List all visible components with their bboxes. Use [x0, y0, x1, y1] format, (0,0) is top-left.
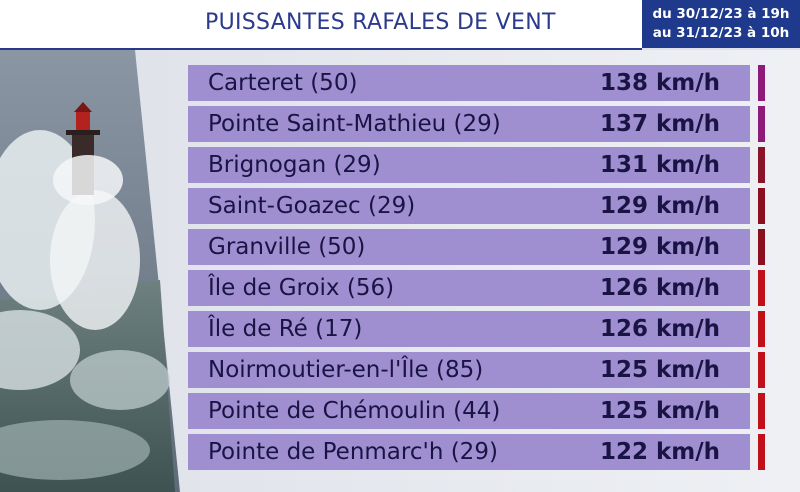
station-name: Carteret (50) — [208, 70, 358, 96]
station-name: Pointe de Chémoulin (44) — [208, 398, 501, 424]
row-background: Île de Ré (17) 126 km/h — [188, 311, 750, 347]
gust-value: 126 km/h — [599, 316, 720, 342]
list-item: Île de Ré (17) 126 km/h — [188, 311, 768, 347]
list-item: Pointe de Chémoulin (44) 125 km/h — [188, 393, 768, 429]
list-item: Pointe Saint-Mathieu (29) 137 km/h — [188, 106, 768, 142]
row-background: Pointe de Chémoulin (44) 125 km/h — [188, 393, 750, 429]
gust-value: 125 km/h — [599, 357, 720, 383]
row-background: Brignogan (29) 131 km/h — [188, 147, 750, 183]
intensity-color-strip — [758, 352, 765, 388]
intensity-color-strip — [758, 65, 765, 101]
row-background: Granville (50) 129 km/h — [188, 229, 750, 265]
gust-value: 125 km/h — [599, 398, 720, 424]
intensity-color-strip — [758, 270, 765, 306]
date-range-end: au 31/12/23 à 10h — [652, 25, 790, 41]
gust-value: 129 km/h — [599, 193, 720, 219]
row-background: Noirmoutier-en-l'Île (85) 125 km/h — [188, 352, 750, 388]
list-item: Carteret (50) 138 km/h — [188, 65, 768, 101]
date-range-box: du 30/12/23 à 19h au 31/12/23 à 10h — [642, 0, 800, 48]
page-title: PUISSANTES RAFALES DE VENT — [205, 10, 556, 35]
station-name: Île de Groix (56) — [208, 275, 395, 301]
intensity-color-strip — [758, 434, 765, 470]
row-background: Pointe Saint-Mathieu (29) 137 km/h — [188, 106, 750, 142]
list-item: Saint-Goazec (29) 129 km/h — [188, 188, 768, 224]
gust-value: 137 km/h — [599, 111, 720, 137]
list-item: Pointe de Penmarc'h (29) 122 km/h — [188, 434, 768, 470]
station-name: Île de Ré (17) — [208, 316, 363, 342]
list-item: Brignogan (29) 131 km/h — [188, 147, 768, 183]
gust-value: 131 km/h — [599, 152, 720, 178]
gust-value: 122 km/h — [599, 439, 720, 465]
date-range-start: du 30/12/23 à 19h — [652, 6, 790, 22]
wind-gust-list: Carteret (50) 138 km/h Pointe Saint-Mathie… — [188, 65, 768, 475]
intensity-color-strip — [758, 229, 765, 265]
station-name: Saint-Goazec (29) — [208, 193, 416, 219]
station-name: Granville (50) — [208, 234, 366, 260]
row-background: Île de Groix (56) 126 km/h — [188, 270, 750, 306]
list-item: Île de Groix (56) 126 km/h — [188, 270, 768, 306]
station-name: Brignogan (29) — [208, 152, 381, 178]
row-background: Saint-Goazec (29) 129 km/h — [188, 188, 750, 224]
station-name: Pointe de Penmarc'h (29) — [208, 439, 498, 465]
gust-value: 126 km/h — [599, 275, 720, 301]
gust-value: 138 km/h — [599, 70, 720, 96]
station-name: Pointe Saint-Mathieu (29) — [208, 111, 501, 137]
intensity-color-strip — [758, 393, 765, 429]
intensity-color-strip — [758, 311, 765, 347]
header-bar: PUISSANTES RAFALES DE VENT — [0, 0, 642, 50]
intensity-color-strip — [758, 188, 765, 224]
list-item: Noirmoutier-en-l'Île (85) 125 km/h — [188, 352, 768, 388]
intensity-color-strip — [758, 147, 765, 183]
row-background: Carteret (50) 138 km/h — [188, 65, 750, 101]
station-name: Noirmoutier-en-l'Île (85) — [208, 357, 484, 383]
gust-value: 129 km/h — [599, 234, 720, 260]
intensity-color-strip — [758, 106, 765, 142]
row-background: Pointe de Penmarc'h (29) 122 km/h — [188, 434, 750, 470]
list-item: Granville (50) 129 km/h — [188, 229, 768, 265]
